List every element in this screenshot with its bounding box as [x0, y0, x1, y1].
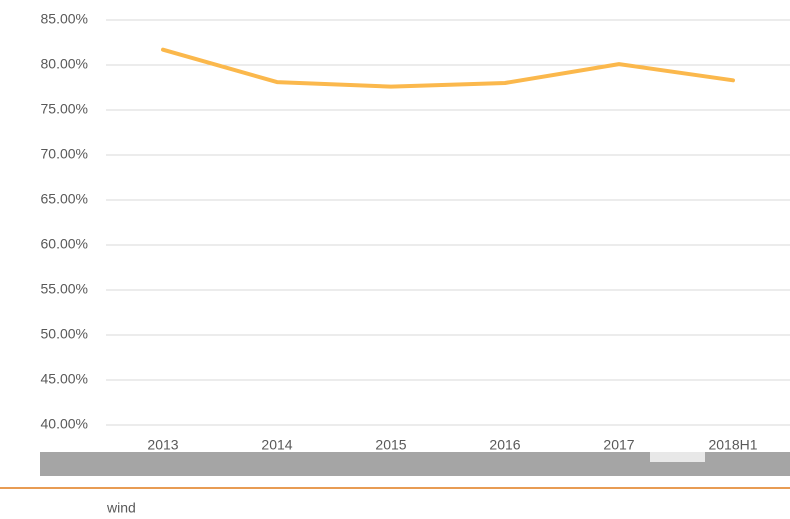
y-tick-label: 85.00%: [41, 11, 88, 27]
y-tick-label: 65.00%: [41, 191, 88, 207]
x-tick-label: 2014: [261, 437, 292, 453]
y-tick-label: 50.00%: [41, 326, 88, 342]
legend-label: wind: [106, 500, 136, 516]
y-tick-label: 45.00%: [41, 371, 88, 387]
y-tick-label: 60.00%: [41, 236, 88, 252]
y-tick-label: 75.00%: [41, 101, 88, 117]
x-tick-label: 2018H1: [708, 437, 757, 453]
x-tick-label: 2013: [147, 437, 178, 453]
y-tick-label: 80.00%: [41, 56, 88, 72]
y-tick-label: 40.00%: [41, 416, 88, 432]
plot: 40.00% 45.00% 50.00% 55.00% 60.00% 65.00% 70.0…: [41, 11, 790, 453]
x-tick-label: 2016: [489, 437, 520, 453]
y-tick-label: 55.00%: [41, 281, 88, 297]
y-tick-label: 70.00%: [41, 146, 88, 162]
obscuring-patch: [650, 452, 705, 462]
x-tick-label: 2015: [375, 437, 406, 453]
line-series: [161, 47, 735, 89]
x-tick-label: 2017: [603, 437, 634, 453]
